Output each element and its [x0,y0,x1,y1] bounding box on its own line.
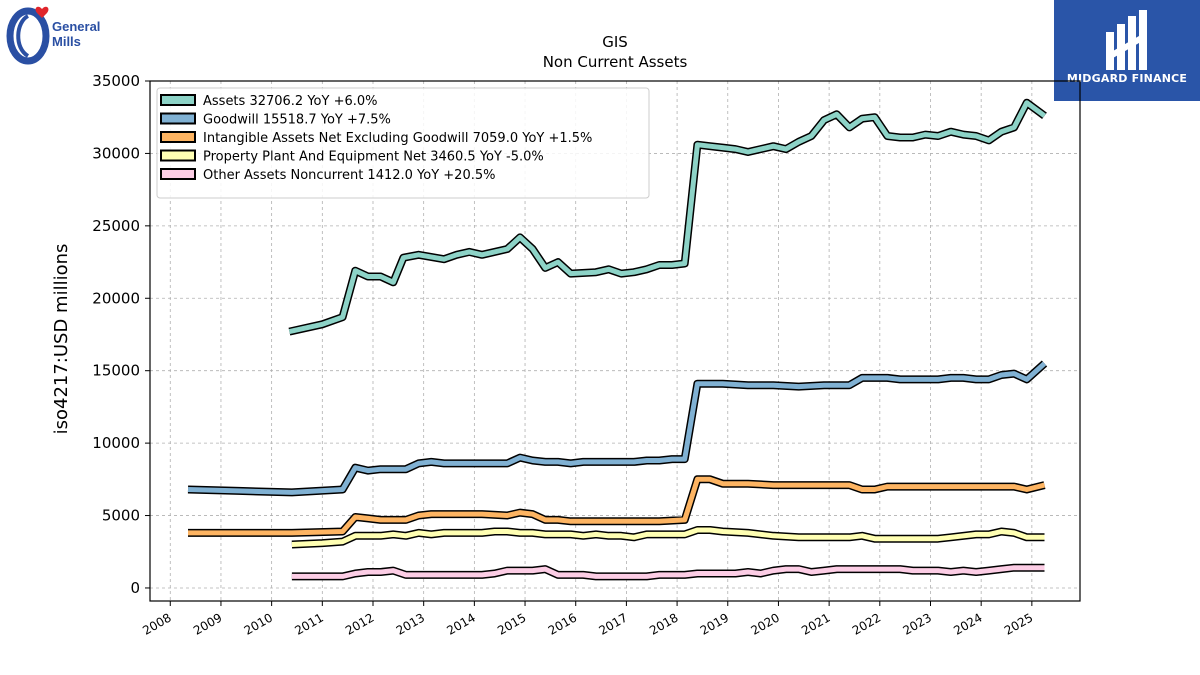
x-tick-label: 2014 [444,610,477,637]
x-tick-label: 2017 [596,610,629,637]
chart-title: GIS [602,33,628,51]
legend-swatch [160,131,196,143]
series-line-intangible-assets-net-excluding-goodwill [188,476,1046,536]
y-tick-label: 20000 [92,289,140,307]
x-tick-label: 2012 [343,610,376,637]
x-tick-label: 2013 [394,610,427,637]
series-lines [187,98,1048,581]
company-name-line2: Mills [52,34,81,49]
series-outline-goodwill [187,360,1048,497]
x-tick-label: 2009 [191,610,224,637]
x-tick-label: 2015 [495,610,528,637]
legend-box [156,87,650,199]
company-name-line1: General [52,19,100,34]
legend-swatch [160,94,196,106]
x-tick-label: 2019 [698,610,731,637]
legend-entry: Intangible Assets Net Excluding Goodwill… [203,131,592,146]
y-tick-label: 35000 [92,72,140,90]
x-ticks: 2008 2009 2010 2011 2012 2013 2014 2015 2016 2017… [140,601,1035,638]
legend-swatch [160,149,196,162]
heart-icon [35,6,49,18]
legend-entry: Goodwill 15518.7 YoY +7.5% [203,113,391,128]
legend: Assets 32706.2 YoY +6.0% Goodwill 15518.7… [156,87,650,199]
x-tick-label: 2011 [292,610,325,637]
watermark-label: MIDGARD FINANCE [1066,72,1188,85]
x-tick-label: 2016 [546,610,579,637]
grid [150,80,1080,601]
y-tick-label: 25000 [92,217,140,235]
legend-entry: Property Plant And Equipment Net 3460.5 … [203,150,544,165]
series-line-property-plant-and-equipment-net [291,527,1045,547]
series-line-goodwill [187,361,1047,495]
series-line-assets [288,100,1046,335]
legend-swatch [160,168,196,180]
y-tick-label: 0 [130,579,140,597]
legend-entry: Assets 32706.2 YoY +6.0% [203,94,378,109]
midgard-logo-icon [1106,10,1147,70]
x-tick-label: 2008 [140,610,173,637]
y-tick-label: 10000 [92,434,140,452]
chart-subtitle: Non Current Assets [543,53,688,71]
x-tick-label: 2023 [901,610,934,637]
y-tick-label: 15000 [92,362,140,380]
x-tick-label: 2010 [242,610,275,637]
general-mills-logo: General Mills [4,4,124,68]
y-axis-label: iso4217:USD millions [51,244,72,435]
y-ticks: 0 5000 10000 15000 20000 25000 30000 35000 [92,72,150,597]
x-tick-label: 2018 [647,610,680,637]
legend-entry: Other Assets Noncurrent 1412.0 YoY +20.5… [203,168,495,183]
gm-logo-mark-icon [6,7,50,65]
y-tick-label: 30000 [92,144,140,162]
series-line-other-assets-noncurrent [291,565,1045,579]
x-tick-label: 2025 [1002,610,1035,637]
x-tick-label: 2022 [850,610,883,637]
plot-frame [149,80,1081,602]
midgard-finance-watermark: MIDGARD FINANCE [1054,0,1200,101]
y-tick-label: 5000 [102,507,140,525]
legend-swatch [160,112,196,125]
x-tick-label: 2021 [799,610,832,637]
x-tick-label: 2020 [748,610,781,637]
x-tick-label: 2024 [951,610,984,637]
